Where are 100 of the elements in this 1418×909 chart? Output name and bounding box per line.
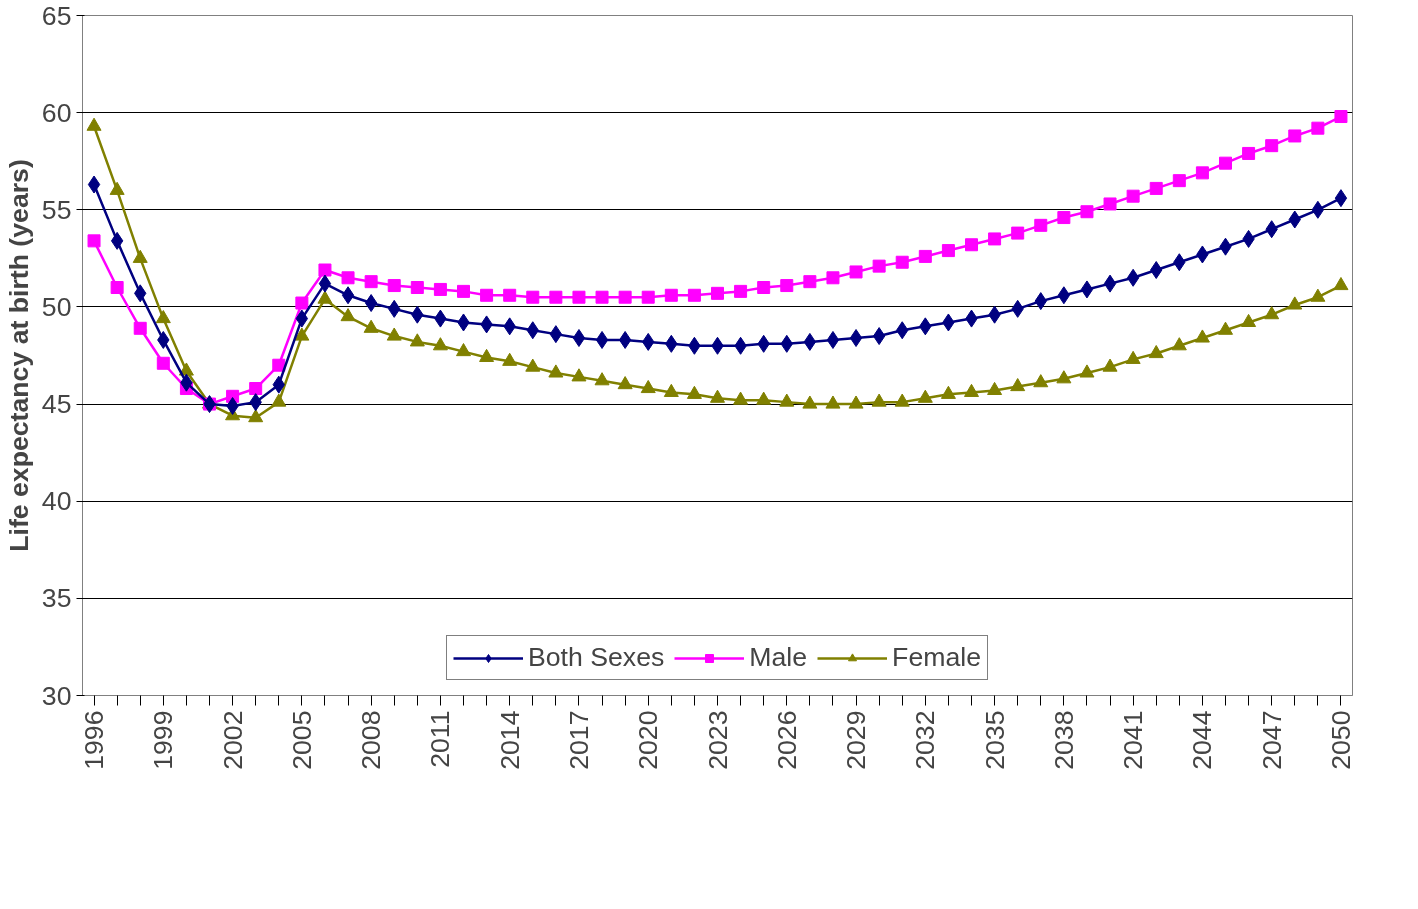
y-tick-label: 40: [41, 486, 72, 517]
point: [1080, 280, 1094, 299]
point: [1149, 181, 1163, 195]
point: [1194, 329, 1210, 343]
point: [710, 389, 725, 403]
point: [133, 321, 147, 335]
point: [1311, 200, 1325, 219]
point: [711, 286, 724, 300]
point: [895, 255, 909, 269]
point: [1034, 218, 1048, 232]
point: [618, 330, 632, 349]
point: [525, 358, 541, 372]
point: [663, 383, 679, 397]
y-tick-label: 50: [41, 291, 72, 322]
x-tick-label: 1999: [148, 710, 179, 770]
y-axis-title: Life expectancy at birth (years): [3, 159, 34, 552]
point: [779, 393, 795, 407]
x-tick-label: 2017: [563, 710, 594, 770]
point: [341, 271, 355, 285]
point: [594, 372, 610, 386]
point: [572, 290, 586, 304]
x-tick-label: 2032: [910, 710, 941, 770]
point: [1125, 350, 1141, 364]
point: [756, 391, 772, 405]
point: [917, 389, 933, 403]
y-tick-label: 35: [41, 583, 72, 614]
point: [686, 385, 702, 399]
point: [317, 290, 333, 304]
point: [1311, 121, 1325, 135]
point: [318, 263, 332, 277]
x-tick-label: 2002: [217, 710, 248, 770]
point: [1056, 370, 1072, 384]
point: [363, 319, 379, 333]
point: [664, 288, 678, 302]
point: [1241, 313, 1257, 328]
x-tick-label: 2011: [425, 710, 456, 768]
point: [87, 175, 101, 194]
point: [549, 290, 563, 304]
point: [780, 279, 794, 293]
point: [1195, 166, 1209, 180]
x-tick-label: 2041: [1118, 710, 1149, 770]
point: [433, 282, 447, 296]
point: [965, 238, 978, 252]
point: [549, 325, 563, 344]
x-tick-label: 2005: [286, 710, 317, 770]
point: [456, 343, 471, 357]
point: [872, 259, 886, 273]
point: [248, 409, 264, 423]
point: [849, 265, 863, 279]
point: [1218, 321, 1233, 335]
point: [155, 310, 171, 324]
point: [1148, 344, 1164, 359]
x-tick-label: 2038: [1048, 710, 1079, 770]
point: [110, 231, 124, 250]
point: [249, 382, 263, 396]
point: [988, 232, 1002, 246]
point: [502, 352, 518, 366]
point: [618, 290, 632, 304]
point: [918, 249, 932, 263]
point: [272, 358, 286, 372]
point: [640, 379, 656, 394]
y-tick-label: 60: [41, 97, 72, 128]
point: [386, 327, 402, 341]
point: [826, 271, 840, 285]
point: [503, 288, 517, 302]
x-tick-label: 2023: [702, 710, 733, 770]
point: [1057, 286, 1071, 305]
point: [848, 395, 864, 409]
point: [803, 332, 817, 351]
point: [1264, 306, 1280, 320]
point: [1033, 374, 1049, 388]
point: [757, 281, 771, 294]
point: [1126, 268, 1140, 287]
point: [271, 393, 287, 407]
point: [480, 288, 494, 302]
point: [295, 309, 309, 328]
point: [479, 348, 495, 362]
y-tick-label: 30: [41, 680, 72, 711]
point: [294, 327, 310, 341]
point: [687, 288, 701, 302]
point: [295, 296, 309, 310]
point: [940, 385, 956, 399]
x-tick-label: 2050: [1325, 710, 1356, 770]
point: [733, 391, 749, 405]
x-tick-label: 2035: [979, 710, 1010, 770]
point: [964, 383, 979, 397]
point: [364, 275, 378, 289]
point: [1010, 378, 1026, 392]
point: [849, 329, 863, 348]
x-tick-label: 2020: [633, 710, 664, 770]
point: [641, 290, 655, 304]
legend-label: Both Sexes: [528, 642, 665, 673]
point: [1057, 211, 1071, 225]
point: [1334, 110, 1348, 124]
point: [1287, 296, 1303, 310]
point: [894, 393, 910, 407]
point: [1103, 274, 1117, 293]
point: [595, 330, 609, 349]
point: [156, 356, 170, 370]
x-tick-label: 2044: [1187, 710, 1218, 770]
